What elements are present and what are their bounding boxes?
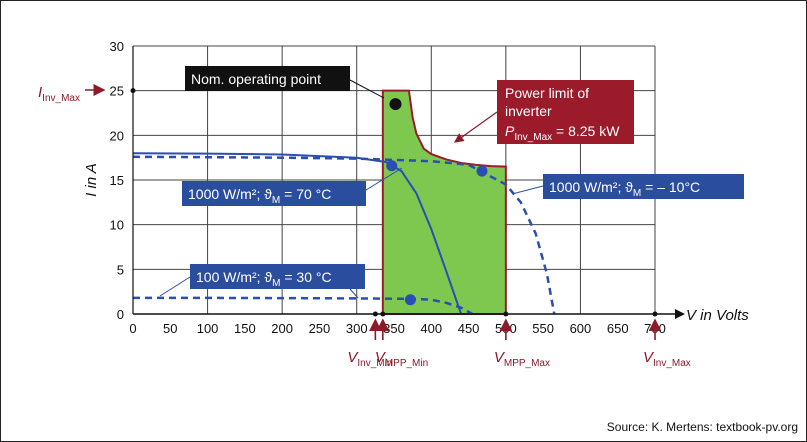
x-tick-label: 250: [309, 321, 331, 336]
i-inv-max-label: IInv_Max: [38, 84, 80, 104]
series-label-70c-leader: [365, 167, 403, 191]
v-marker-label: VMPP_Max: [494, 349, 550, 369]
nominal-point-label: Nom. operating point: [191, 71, 321, 87]
series-label-m10c: 1000 W/m²; ϑM = – 10°C: [549, 179, 700, 199]
power-limit-formula: PInv_Max = 8.25 kW: [505, 123, 620, 143]
nominal-point-dot: [389, 98, 402, 111]
iv-curve-2: [133, 296, 473, 316]
y-tick-label: 25: [110, 84, 124, 99]
y-tick-label: 30: [110, 39, 124, 54]
x-tick-label: 650: [607, 321, 629, 336]
mpp-point: [476, 165, 488, 177]
operating-region-area: [381, 89, 507, 315]
y-tick-label: 20: [110, 128, 124, 143]
i-inv-max-dot: [130, 88, 136, 94]
v-marker-label: VInv_Max: [643, 349, 691, 369]
x-tick-label: 550: [532, 321, 554, 336]
series-label-30c: 100 W/m²; ϑM = 30 °C: [196, 269, 332, 289]
iv-curve-1: [132, 155, 556, 315]
x-tick-label: 600: [570, 321, 592, 336]
annotations: Nom. operating point Power limit of inve…: [38, 66, 798, 434]
x-axis-arrowhead: [675, 309, 685, 319]
x-tick-label: 200: [271, 321, 293, 336]
mpp-point: [386, 160, 398, 172]
x-tick-label: 100: [197, 321, 219, 336]
v-marker-label: VMPP_Min: [375, 349, 428, 369]
x-tick-label: 450: [458, 321, 480, 336]
nominal-point-arrow: [349, 79, 385, 99]
series-label-box-m10c: [543, 174, 744, 199]
nominal-point-box: [185, 66, 350, 91]
v-marker-dot: [652, 311, 658, 317]
mpp-point: [404, 294, 416, 306]
power-limit-arrow: [454, 111, 498, 143]
power-limit-line2: inverter: [505, 103, 552, 119]
source-credit: Source: K. Mertens: textbook-pv.org: [607, 420, 798, 434]
mpp-points: [386, 98, 488, 306]
y-axis-title: I in A: [83, 163, 100, 197]
v-marker-label: VInv_Min: [347, 349, 392, 369]
operating-region: [381, 89, 507, 315]
series-label-box-70c: [182, 181, 366, 206]
x-tick-label: 350: [383, 321, 405, 336]
power-limit-box: [497, 80, 634, 144]
y-tick-label: 15: [110, 173, 124, 188]
y-tick-label: 0: [117, 307, 124, 322]
power-limit-formula-sub: Inv_Max: [514, 132, 552, 143]
v-marker-dot: [503, 311, 509, 317]
v-marker-dot: [372, 311, 378, 317]
power-limit-formula-base: P: [505, 123, 515, 139]
x-axis-title: V in Volts: [686, 307, 749, 324]
x-tick-label: 150: [234, 321, 256, 336]
series-label-m10c-leader: [511, 185, 544, 195]
power-limit-formula-value: = 8.25 kW: [552, 123, 620, 139]
power-limit-line1: Power limit of: [505, 85, 589, 101]
series-label-box-30c: [190, 264, 365, 289]
y-tick-label: 5: [117, 262, 124, 277]
axes: [132, 45, 685, 319]
series-label-30c-leader2: [349, 288, 359, 299]
x-tick-label: 400: [420, 321, 442, 336]
series-label-70c: 1000 W/m²; ϑM = 70 °C: [188, 186, 331, 206]
series-label-30c-leader1: [159, 276, 191, 297]
v-marker-dot: [380, 311, 386, 317]
x-tick-label: 50: [163, 321, 177, 336]
x-tick-label: 0: [129, 321, 136, 336]
x-tick-label: 300: [346, 321, 368, 336]
y-tick-label: 10: [110, 218, 124, 233]
